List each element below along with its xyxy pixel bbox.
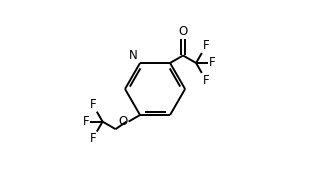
- Text: F: F: [90, 98, 96, 111]
- Text: F: F: [90, 132, 96, 145]
- Text: N: N: [129, 49, 137, 62]
- Text: F: F: [83, 115, 89, 128]
- Text: F: F: [209, 56, 216, 69]
- Text: F: F: [202, 74, 209, 87]
- Text: O: O: [178, 25, 188, 38]
- Text: O: O: [118, 115, 128, 128]
- Text: F: F: [202, 39, 209, 52]
